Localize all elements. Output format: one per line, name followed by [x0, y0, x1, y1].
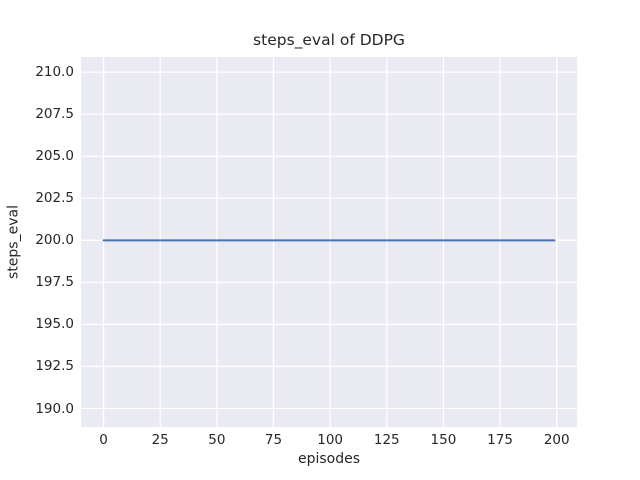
- plot-area: [81, 57, 577, 427]
- y-tick-label: 207.5: [35, 106, 74, 123]
- x-tick-label: 75: [264, 432, 283, 448]
- x-tick-label: 175: [487, 432, 513, 448]
- y-tick-label: 190.0: [35, 400, 74, 417]
- x-tick-label: 0: [99, 432, 108, 448]
- chart-title: steps_eval of DDPG: [253, 31, 405, 49]
- x-tick-label: 50: [208, 432, 226, 448]
- x-axis-label: episodes: [297, 451, 361, 467]
- plot-background: [81, 57, 577, 427]
- plot-canvas: [81, 57, 577, 427]
- x-tick-label: 100: [317, 432, 344, 448]
- x-tick-label: 25: [151, 432, 169, 448]
- y-tick-label: 205.0: [35, 148, 74, 165]
- y-tick-label: 202.5: [35, 190, 74, 207]
- y-tick-label: 197.5: [35, 274, 74, 291]
- x-tick-label: 125: [373, 432, 400, 448]
- y-axis-label: steps_eval: [5, 205, 22, 279]
- y-tick-label: 195.0: [35, 316, 74, 333]
- y-tick-label: 200.0: [35, 232, 74, 249]
- x-tick-label: 200: [543, 432, 570, 448]
- y-tick-label: 210.0: [35, 64, 74, 81]
- x-tick-label: 150: [430, 432, 457, 448]
- y-tick-label: 192.5: [35, 358, 74, 375]
